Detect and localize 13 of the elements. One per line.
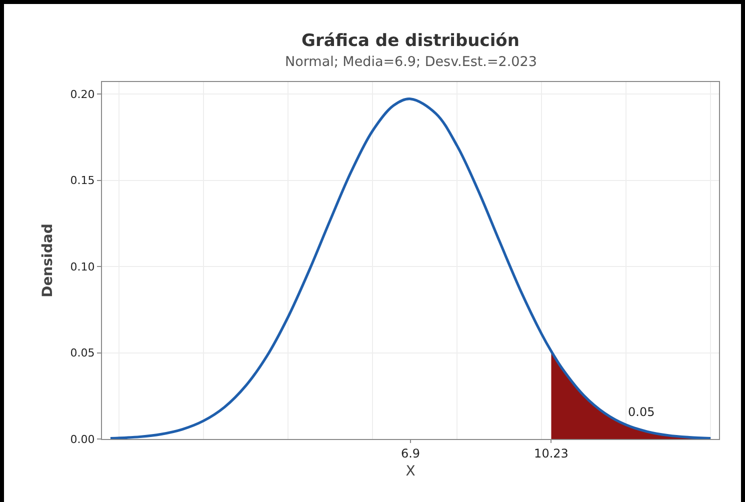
y-tick-label: 0.20 — [70, 88, 95, 101]
y-tick-label: 0.10 — [70, 260, 95, 274]
y-axis-title: Densidad — [40, 224, 56, 298]
chart-title: Gráfica de distribución — [302, 30, 520, 51]
y-tick-label: 0.15 — [70, 174, 95, 188]
y-tick-label: 0.05 — [70, 346, 95, 360]
y-tick-label: 0.00 — [70, 432, 95, 446]
chart-subtitle: Normal; Media=6.9; Desv.Est.=2.023 — [285, 54, 537, 70]
line-series — [109, 98, 712, 439]
x-axis-title: X — [406, 464, 416, 480]
x-tick-label: 6.9 — [400, 446, 420, 460]
annotation: 0.05 — [628, 405, 655, 419]
x-tick-label: 10.23 — [534, 446, 568, 460]
